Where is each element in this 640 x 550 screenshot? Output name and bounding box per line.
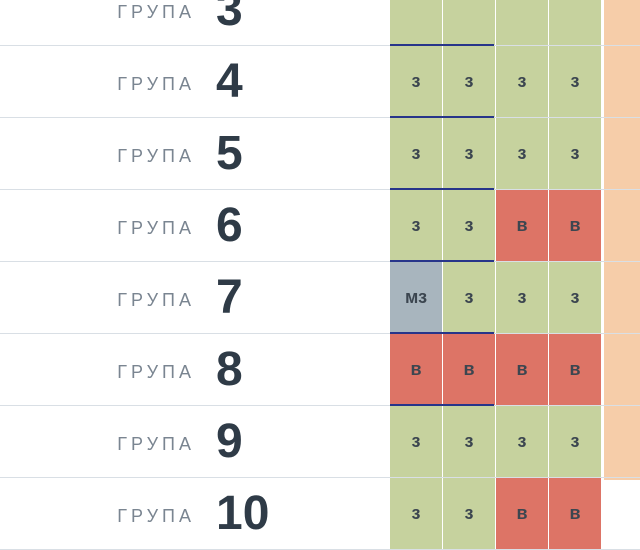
status-cell[interactable]: з (549, 406, 602, 477)
group-word: ГРУПА (117, 146, 195, 166)
group-label: ГРУПА 4 (0, 46, 390, 117)
status-cell[interactable]: в (549, 190, 602, 261)
group-number: 3 (216, 0, 243, 36)
group-row: ГРУПА 7 мз з з з (0, 262, 640, 334)
group-number: 4 (216, 55, 243, 108)
status-cell[interactable]: з (496, 406, 549, 477)
status-cell[interactable]: з (443, 118, 496, 189)
group-number: 9 (216, 415, 243, 468)
status-cell[interactable] (549, 0, 602, 45)
status-cell[interactable]: з (443, 478, 496, 549)
week-marker-line (390, 404, 494, 406)
status-cell[interactable] (496, 0, 549, 45)
group-label: ГРУПА 3 (0, 0, 390, 45)
group-label: ГРУПА 7 (0, 262, 390, 333)
group-label: ГРУПА 6 (0, 190, 390, 261)
week-marker-line (390, 116, 494, 118)
group-word: ГРУПА (117, 434, 195, 454)
status-cell[interactable]: з (390, 406, 443, 477)
group-label: ГРУПА 5 (0, 118, 390, 189)
week-marker-line (390, 260, 494, 262)
status-cells: мз з з з (390, 262, 602, 333)
group-word: ГРУПА (117, 506, 195, 526)
status-cell[interactable]: з (549, 46, 602, 117)
week-marker-line (390, 332, 494, 334)
group-number: 8 (216, 343, 243, 396)
group-row: ГРУПА 3 (0, 0, 640, 46)
group-row: ГРУПА 4 з з з з (0, 46, 640, 118)
status-cell[interactable]: в (496, 190, 549, 261)
group-word: ГРУПА (117, 362, 195, 382)
status-cell[interactable]: з (390, 478, 443, 549)
group-label: ГРУПА 10 (0, 478, 390, 549)
group-row: ГРУПА 9 з з з з (0, 406, 640, 478)
status-cell[interactable]: з (496, 262, 549, 333)
week-marker-line (390, 44, 494, 46)
group-row: ГРУПА 5 з з з з (0, 118, 640, 190)
group-word: ГРУПА (117, 290, 195, 310)
status-cells (390, 0, 602, 45)
group-word: ГРУПА (117, 74, 195, 94)
group-number: 6 (216, 199, 243, 252)
group-row: ГРУПА 6 з з в в (0, 190, 640, 262)
status-cell[interactable]: мз (390, 262, 443, 333)
status-cell[interactable]: в (496, 334, 549, 405)
group-number: 7 (216, 271, 243, 324)
group-word: ГРУПА (117, 218, 195, 238)
status-cell[interactable]: з (549, 262, 602, 333)
status-cell[interactable]: з (390, 118, 443, 189)
group-number: 5 (216, 127, 243, 180)
status-cell[interactable]: з (496, 46, 549, 117)
status-cell[interactable]: з (390, 190, 443, 261)
status-cell[interactable] (443, 0, 496, 45)
status-cell[interactable]: в (549, 478, 602, 549)
status-cell[interactable]: з (443, 262, 496, 333)
status-cell[interactable]: з (443, 406, 496, 477)
status-cell[interactable]: в (390, 334, 443, 405)
status-cell[interactable]: з (496, 118, 549, 189)
group-label: ГРУПА 8 (0, 334, 390, 405)
status-cell[interactable]: з (390, 46, 443, 117)
week-marker-line (390, 188, 494, 190)
group-row: ГРУПА 8 в в в в (0, 334, 640, 406)
status-cell[interactable]: з (443, 46, 496, 117)
status-cell[interactable]: з (549, 118, 602, 189)
status-cell[interactable] (390, 0, 443, 45)
side-color-strip (604, 0, 640, 480)
group-label: ГРУПА 9 (0, 406, 390, 477)
group-row: ГРУПА 10 з з в в (0, 478, 640, 550)
status-cell[interactable]: з (443, 190, 496, 261)
status-cell[interactable]: в (549, 334, 602, 405)
group-word: ГРУПА (117, 2, 195, 22)
group-number: 10 (216, 487, 270, 540)
status-cell[interactable]: в (496, 478, 549, 549)
status-cell[interactable]: в (443, 334, 496, 405)
